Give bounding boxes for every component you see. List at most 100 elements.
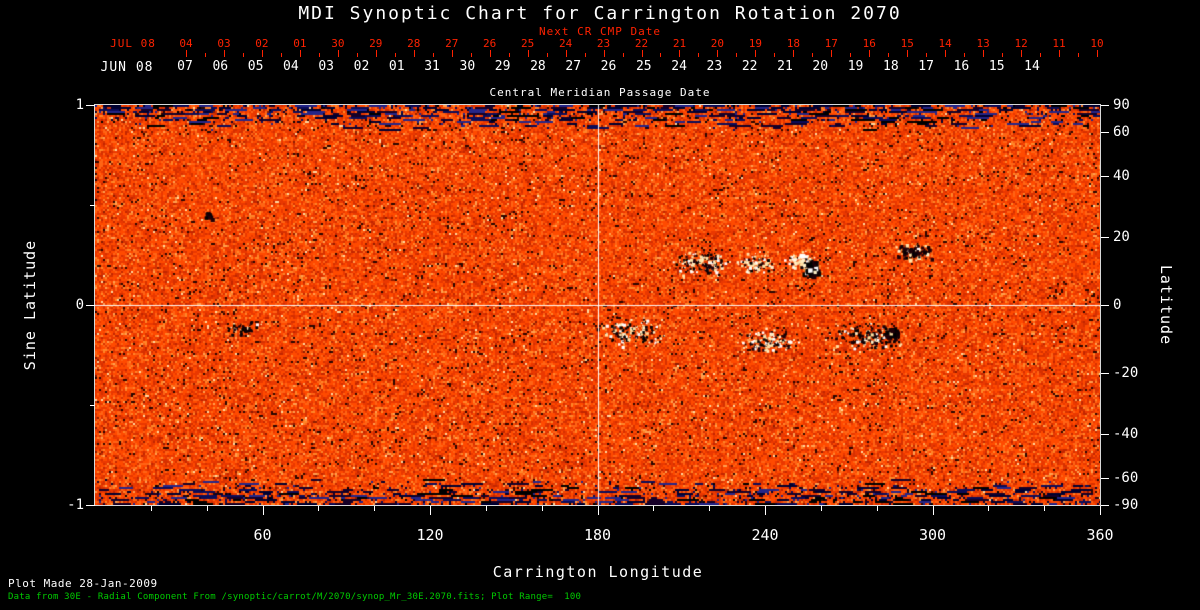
next-cr-tick [945, 50, 947, 57]
x-minor-tick [541, 506, 543, 511]
x-minor-tick [206, 506, 208, 511]
y-right-tick-label: -90 [1113, 497, 1139, 513]
next-cr-minor-tick [1040, 53, 1042, 57]
x-major-tick [262, 506, 264, 515]
next-cr-minor-tick [812, 53, 814, 57]
x-minor-tick [1044, 506, 1046, 511]
next-cr-minor-tick [698, 53, 700, 57]
y-right-tick-label: -60 [1113, 470, 1139, 487]
next-cr-minor-tick [774, 53, 776, 57]
x-major-tick [765, 506, 766, 515]
cmp-day-label: 14 [1024, 59, 1040, 74]
y-right-tick-label: -40 [1113, 425, 1139, 442]
next-cr-day-label: 02 [255, 37, 269, 50]
y-right-tick-label: 90 [1113, 97, 1130, 113]
cmp-day-label: 26 [600, 59, 617, 74]
next-cr-day-label: 10 [1090, 37, 1104, 50]
cmp-day-label: 20 [812, 59, 829, 74]
y-left-tick-label: -1 [67, 497, 84, 513]
cmp-day-label: 29 [494, 59, 511, 74]
y-left-tick-label: 1 [75, 97, 84, 113]
next-cr-minor-tick [1002, 53, 1004, 57]
x-major-tick [932, 506, 934, 515]
cmp-day-label: 15 [988, 59, 1005, 74]
y-right-tick-label: 0 [1113, 297, 1122, 313]
cmp-day-label: 24 [671, 59, 687, 74]
plot-frame [94, 104, 1101, 506]
next-cr-tick [565, 50, 567, 57]
next-cr-tick [793, 50, 795, 57]
next-cr-minor-tick [926, 53, 928, 57]
next-cr-tick [299, 50, 301, 57]
y-right-tick-label: -20 [1113, 365, 1139, 382]
next-cr-day-label: 17 [824, 37, 838, 50]
next-cr-tick [641, 50, 643, 57]
x-major-tick [1100, 506, 1101, 515]
next-cr-tick [1021, 50, 1023, 57]
next-cr-minor-tick [470, 53, 472, 57]
cmp-day-label: 21 [777, 59, 793, 74]
cmp-day-label: 19 [847, 59, 864, 74]
cmp-day-label: 05 [247, 59, 264, 74]
next-cr-day-label: 26 [483, 37, 497, 50]
x-minor-tick [820, 506, 822, 511]
next-cr-day-label: 01 [293, 37, 307, 50]
y-right-tick-label: 60 [1113, 123, 1130, 140]
y-right-tick [1101, 433, 1109, 435]
plot-made-note: Plot Made 28-Jan-2009 [8, 577, 158, 590]
next-cr-day-label: 11 [1052, 37, 1066, 50]
y-right-tick [1101, 236, 1109, 238]
next-cr-tick [186, 50, 187, 57]
next-cr-tick [755, 50, 757, 57]
next-cr-tick [717, 50, 719, 57]
x-major-tick [597, 506, 599, 515]
x-minor-tick [318, 506, 320, 511]
y-right-tick [1101, 373, 1109, 375]
cmp-day-label: 07 [177, 59, 193, 74]
next-cr-minor-tick [356, 53, 358, 57]
next-cr-day-label: 20 [710, 37, 725, 50]
y-left-major-tick [86, 505, 95, 506]
x-major-tick [430, 506, 431, 515]
y-right-tick [1101, 131, 1109, 133]
cmp-day-label: 02 [353, 59, 370, 74]
next-cr-day-label: 19 [748, 37, 762, 50]
next-cr-minor-tick [584, 53, 586, 57]
next-cr-minor-tick [432, 53, 434, 57]
next-cr-day-label: 13 [976, 37, 990, 50]
magnetogram-canvas [95, 105, 1100, 505]
cmp-day-label: 17 [918, 59, 934, 74]
next-cr-day-label: 03 [217, 37, 231, 50]
next-cr-minor-tick [280, 53, 282, 57]
next-cr-tick [451, 50, 453, 57]
next-cr-minor-tick [660, 53, 662, 57]
cmp-day-label: 23 [706, 59, 723, 74]
cmp-axis-title: Central Meridian Passage Date [489, 86, 711, 99]
cmp-day-label: 28 [530, 59, 546, 74]
x-tick-label: 60 [253, 526, 272, 544]
next-cr-day-label: 30 [331, 37, 345, 50]
next-cr-day-label: 04 [179, 37, 193, 50]
cmp-day-label: 03 [318, 59, 334, 74]
cmp-day-label: 25 [635, 59, 652, 74]
next-cr-day-label: 22 [634, 37, 649, 50]
y-right-tick [1101, 505, 1109, 506]
y-left-tick-label: 0 [75, 297, 84, 313]
x-tick-label: 300 [918, 526, 947, 544]
next-cr-day-label: 29 [369, 37, 383, 50]
next-cr-minor-tick [888, 53, 890, 57]
y-right-tick-label: 20 [1113, 228, 1130, 245]
next-cr-minor-tick [204, 53, 206, 57]
y-axis-right-title: Latitude [1157, 264, 1175, 346]
x-tick-label: 180 [583, 526, 612, 544]
next-cr-minor-tick [508, 53, 510, 57]
next-cr-day-label: 16 [862, 37, 876, 50]
y-left-major-tick [86, 105, 95, 106]
next-cr-tick [261, 50, 263, 57]
next-cr-tick [489, 50, 491, 57]
next-cr-minor-tick [242, 53, 244, 57]
next-cr-tick [679, 50, 681, 57]
next-cr-day-label: 18 [786, 37, 800, 50]
next-cr-day-label: 14 [938, 37, 952, 50]
